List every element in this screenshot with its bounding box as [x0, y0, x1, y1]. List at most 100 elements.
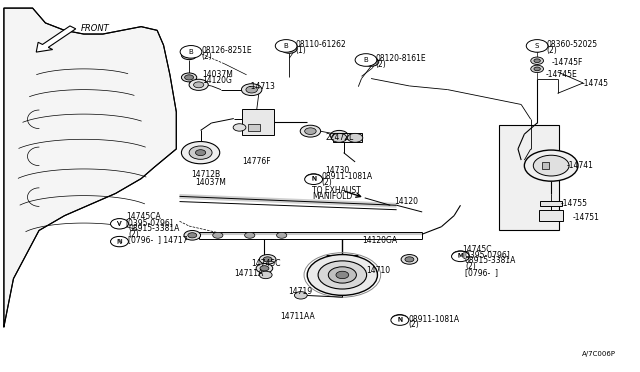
Text: TO EXHAUST: TO EXHAUST — [312, 186, 361, 195]
Bar — [539, 210, 563, 221]
Text: 14710: 14710 — [366, 266, 390, 275]
Circle shape — [195, 150, 205, 155]
Circle shape — [285, 46, 294, 51]
Bar — [542, 162, 548, 169]
Text: MANIFOLD: MANIFOLD — [312, 192, 353, 201]
Text: -14745: -14745 — [582, 79, 609, 88]
Text: B: B — [364, 57, 369, 63]
Circle shape — [318, 261, 367, 289]
Circle shape — [330, 131, 348, 141]
Text: M: M — [458, 253, 463, 258]
Bar — [333, 133, 362, 142]
FancyArrow shape — [36, 26, 76, 52]
Circle shape — [189, 146, 212, 159]
Circle shape — [531, 65, 543, 73]
Circle shape — [244, 232, 255, 238]
Circle shape — [305, 174, 323, 185]
Text: -14745F: -14745F — [551, 58, 582, 67]
Circle shape — [189, 79, 208, 90]
Circle shape — [531, 57, 543, 64]
Text: N: N — [117, 239, 122, 244]
Text: 22472L: 22472L — [325, 133, 353, 142]
Text: N: N — [117, 238, 122, 245]
Circle shape — [260, 266, 269, 271]
Text: A/7C006P: A/7C006P — [582, 350, 616, 356]
Text: (2): (2) — [376, 60, 387, 69]
Circle shape — [364, 57, 379, 66]
Circle shape — [184, 52, 193, 58]
Text: 14745C: 14745C — [252, 259, 281, 268]
Text: N: N — [397, 317, 403, 323]
Circle shape — [184, 231, 200, 240]
Circle shape — [246, 86, 257, 93]
Text: B: B — [284, 43, 289, 49]
Circle shape — [181, 141, 220, 164]
Bar — [499, 125, 559, 231]
Circle shape — [336, 271, 349, 279]
Text: 14711AA: 14711AA — [280, 312, 314, 321]
Text: 08911-1081A: 08911-1081A — [408, 315, 460, 324]
Circle shape — [282, 44, 297, 53]
Text: (2): (2) — [321, 178, 332, 187]
Circle shape — [526, 39, 548, 52]
Text: V: V — [117, 221, 122, 226]
Circle shape — [332, 134, 347, 142]
Text: -14741: -14741 — [566, 161, 593, 170]
Bar — [540, 201, 562, 206]
Text: 08126-8251E: 08126-8251E — [202, 46, 253, 55]
Circle shape — [259, 254, 276, 264]
Circle shape — [534, 47, 540, 50]
Circle shape — [328, 267, 356, 283]
Text: 14776F: 14776F — [242, 157, 271, 166]
Circle shape — [276, 232, 287, 238]
Circle shape — [263, 257, 272, 262]
Text: FRONT: FRONT — [81, 24, 109, 33]
Text: -14745E: -14745E — [546, 70, 578, 79]
Circle shape — [348, 134, 363, 142]
Text: 14120G: 14120G — [202, 76, 232, 85]
Text: -14755: -14755 — [561, 199, 588, 208]
Text: 14037M: 14037M — [202, 70, 233, 79]
Text: (2): (2) — [547, 46, 557, 55]
Circle shape — [532, 46, 542, 52]
Text: (2): (2) — [465, 262, 476, 271]
Bar — [242, 109, 274, 135]
Text: 08360-52025: 08360-52025 — [547, 40, 598, 49]
Circle shape — [300, 125, 321, 137]
Text: [0796-  ]: [0796- ] — [465, 268, 498, 277]
Text: 14037M: 14037M — [195, 178, 227, 187]
Text: [0395-0796]: [0395-0796] — [126, 218, 173, 227]
Text: 08911-1081A: 08911-1081A — [321, 172, 372, 181]
Circle shape — [256, 263, 273, 273]
Circle shape — [307, 254, 378, 295]
Text: 14120: 14120 — [394, 197, 418, 206]
Text: (2): (2) — [129, 230, 139, 239]
Bar — [248, 124, 260, 131]
Text: B: B — [189, 49, 193, 55]
Circle shape — [534, 59, 540, 62]
Circle shape — [275, 39, 297, 52]
Circle shape — [111, 219, 129, 229]
Text: (1): (1) — [296, 46, 307, 55]
Text: 14745CA: 14745CA — [126, 212, 161, 221]
Text: (2): (2) — [408, 321, 419, 330]
Text: 14719: 14719 — [288, 287, 312, 296]
Circle shape — [233, 124, 246, 131]
Circle shape — [241, 84, 262, 96]
Text: 14711A: 14711A — [234, 269, 264, 278]
Circle shape — [305, 174, 322, 183]
Polygon shape — [4, 8, 176, 327]
Text: 08915-3381A: 08915-3381A — [129, 224, 180, 233]
Text: 14730: 14730 — [325, 166, 349, 175]
Text: 14120GA: 14120GA — [362, 235, 397, 245]
Circle shape — [248, 114, 264, 123]
Circle shape — [184, 75, 193, 80]
Circle shape — [405, 257, 414, 262]
Circle shape — [181, 73, 196, 82]
Circle shape — [305, 128, 316, 135]
Circle shape — [180, 45, 202, 58]
Circle shape — [111, 236, 129, 247]
Circle shape — [111, 237, 128, 246]
Circle shape — [391, 315, 409, 326]
Circle shape — [252, 116, 260, 121]
